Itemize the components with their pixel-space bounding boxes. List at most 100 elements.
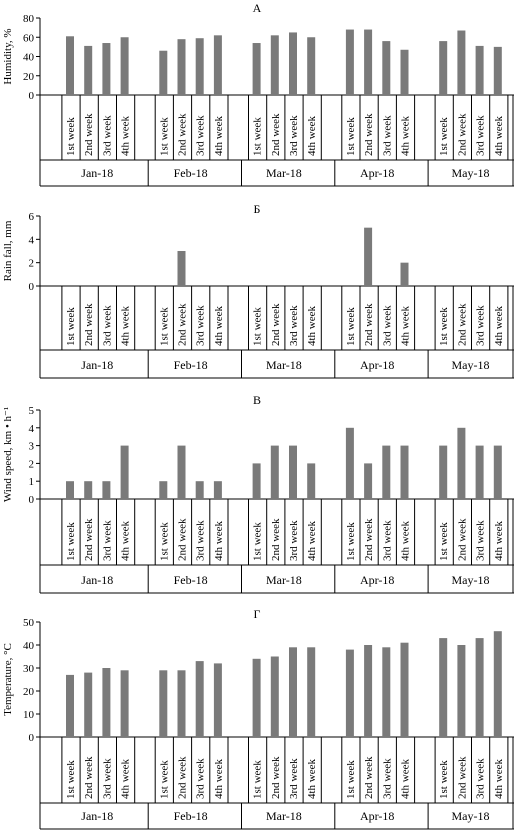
week-label: 1st week xyxy=(345,522,357,561)
week-label: 4th week xyxy=(400,520,412,561)
y-axis-label: Wind speed, km • h⁻¹ xyxy=(2,407,14,502)
bar xyxy=(345,427,354,499)
y-tick-label: 10 xyxy=(23,709,35,721)
month-label: Feb-18 xyxy=(174,358,208,372)
bar xyxy=(120,670,129,737)
week-label: 1st week xyxy=(438,307,450,346)
bar xyxy=(84,672,93,737)
month-label: May-18 xyxy=(452,809,490,823)
bar xyxy=(307,647,316,737)
bar xyxy=(270,35,279,95)
bar xyxy=(475,45,484,95)
bar xyxy=(252,463,261,499)
bar xyxy=(307,463,316,499)
week-label: 4th week xyxy=(493,520,505,561)
week-label: 1st week xyxy=(345,117,357,156)
week-label: 2nd week xyxy=(83,756,95,799)
y-tick-label: 3 xyxy=(29,441,35,453)
y-tick-label: 40 xyxy=(23,52,35,64)
week-label: 3rd week xyxy=(101,305,113,346)
y-tick-label: 20 xyxy=(23,71,35,83)
y-tick-label: 4 xyxy=(29,423,35,435)
week-label: 1st week xyxy=(65,307,77,346)
y-tick-label: 50 xyxy=(23,617,35,629)
panel-label: Б xyxy=(254,202,261,216)
week-label: 4th week xyxy=(400,115,412,156)
bar xyxy=(195,481,204,499)
panel-label: В xyxy=(253,393,261,407)
y-tick-label: 0 xyxy=(29,732,35,744)
week-label: 3rd week xyxy=(101,115,113,156)
bar xyxy=(400,642,409,737)
week-label: 4th week xyxy=(213,305,225,346)
bar xyxy=(457,30,466,96)
week-label: 4th week xyxy=(120,305,132,346)
week-label: 3rd week xyxy=(381,520,393,561)
week-label: 3rd week xyxy=(288,305,300,346)
bar xyxy=(493,631,502,737)
week-label: 1st week xyxy=(438,522,450,561)
week-label: 1st week xyxy=(252,117,264,156)
month-label: Mar-18 xyxy=(266,809,302,823)
bar xyxy=(457,645,466,737)
y-tick-label: 80 xyxy=(23,13,35,25)
bar xyxy=(493,445,502,499)
y-tick-label: 60 xyxy=(23,32,35,44)
week-label: 3rd week xyxy=(381,305,393,346)
month-label: Feb-18 xyxy=(174,573,208,587)
week-label: 1st week xyxy=(345,760,357,799)
week-label: 1st week xyxy=(158,522,170,561)
y-tick-label: 4 xyxy=(29,234,35,246)
bar xyxy=(345,649,354,737)
week-label: 1st week xyxy=(158,307,170,346)
week-label: 4th week xyxy=(493,758,505,799)
bar xyxy=(345,29,354,95)
week-label: 4th week xyxy=(120,520,132,561)
week-label: 2nd week xyxy=(456,518,468,561)
week-label: 3rd week xyxy=(381,758,393,799)
bar xyxy=(213,663,222,737)
y-tick-label: 30 xyxy=(23,663,35,675)
month-label: May-18 xyxy=(452,166,490,180)
week-label: 1st week xyxy=(252,307,264,346)
y-tick-label: 0 xyxy=(29,90,35,102)
week-label: 3rd week xyxy=(288,758,300,799)
week-label: 2nd week xyxy=(177,756,189,799)
bar xyxy=(102,43,111,95)
bar xyxy=(252,658,261,737)
week-label: 2nd week xyxy=(363,756,375,799)
week-label: 3rd week xyxy=(475,305,487,346)
bar xyxy=(66,36,74,95)
week-label: 4th week xyxy=(306,305,318,346)
week-label: 2nd week xyxy=(177,113,189,156)
week-label: 4th week xyxy=(213,520,225,561)
bar xyxy=(400,49,409,95)
week-label: 2nd week xyxy=(83,518,95,561)
bar xyxy=(307,37,316,95)
bar xyxy=(84,481,93,499)
bar xyxy=(66,674,74,737)
month-label: Jan-18 xyxy=(81,166,113,180)
bar xyxy=(364,227,373,286)
week-label: 3rd week xyxy=(475,115,487,156)
month-label: Apr-18 xyxy=(360,166,394,180)
y-tick-label: 0 xyxy=(29,281,35,293)
week-label: 1st week xyxy=(65,760,77,799)
week-label: 2nd week xyxy=(83,113,95,156)
month-label: May-18 xyxy=(452,358,490,372)
bar xyxy=(364,463,373,499)
y-axis-label: Rain fall, mm xyxy=(2,220,14,281)
week-label: 1st week xyxy=(438,760,450,799)
week-label: 1st week xyxy=(158,760,170,799)
week-label: 3rd week xyxy=(101,520,113,561)
bar xyxy=(439,41,448,95)
panel-label: А xyxy=(253,1,262,15)
week-label: 2nd week xyxy=(83,303,95,346)
bar xyxy=(102,668,111,737)
week-label: 3rd week xyxy=(195,305,207,346)
y-tick-label: 2 xyxy=(29,258,35,270)
bar xyxy=(289,445,297,499)
week-label: 4th week xyxy=(493,305,505,346)
y-tick-label: 6 xyxy=(29,211,35,223)
